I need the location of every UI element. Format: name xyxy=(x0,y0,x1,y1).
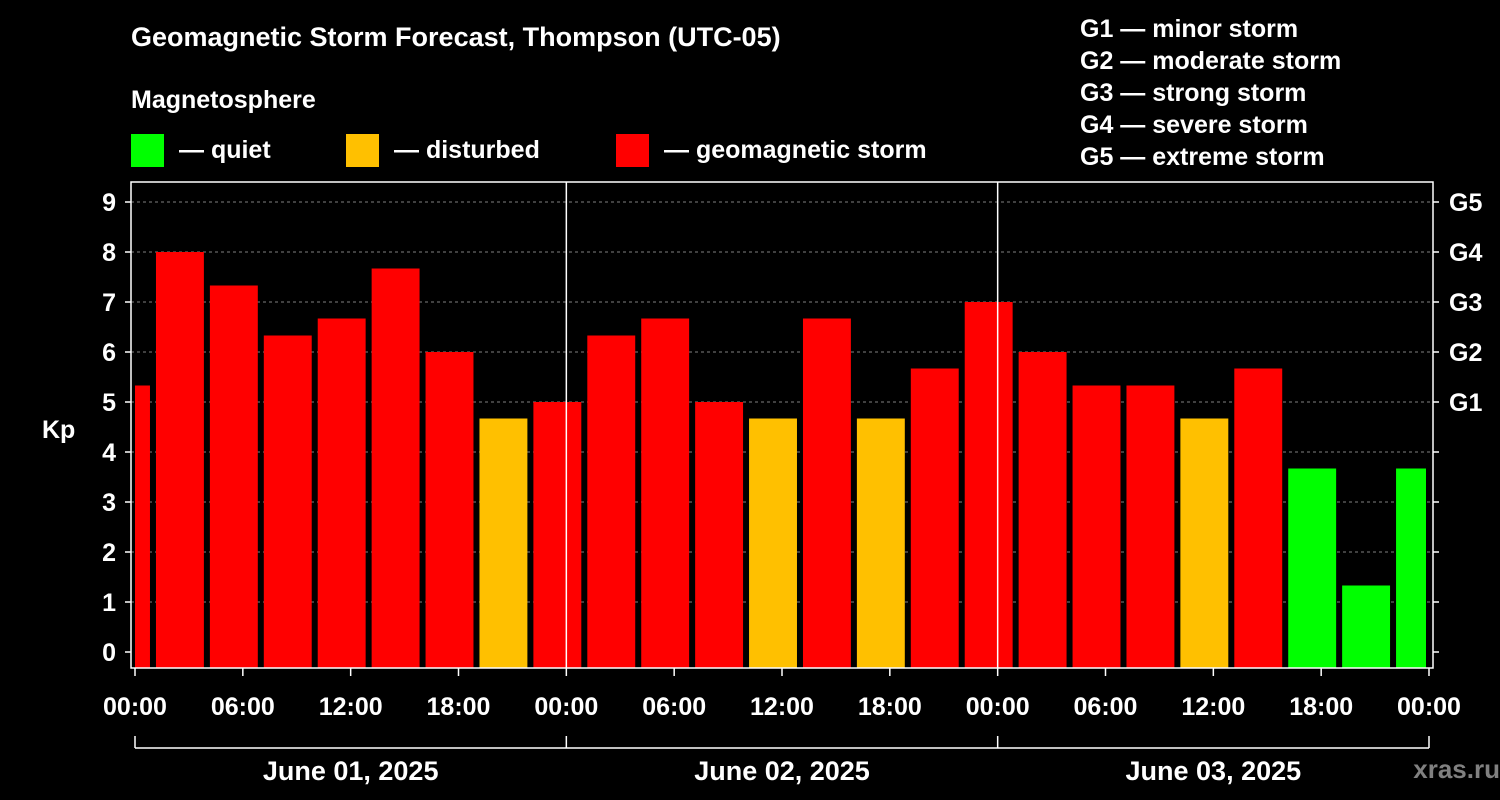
g-scale-g3: G3 — strong storm xyxy=(1080,79,1307,107)
y-tick-label: 2 xyxy=(102,539,116,567)
y-tick-label: 1 xyxy=(102,589,116,617)
g-scale-g2: G2 — moderate storm xyxy=(1080,47,1342,75)
y-tick-label: 8 xyxy=(102,239,116,267)
kp-bar xyxy=(802,318,851,668)
kp-bar xyxy=(1288,468,1337,668)
x-tick-label: 00:00 xyxy=(966,693,1030,721)
x-tick-label: 06:00 xyxy=(211,693,275,721)
day-label: June 01, 2025 xyxy=(263,756,439,786)
g-scale-g1: G1 — minor storm xyxy=(1080,15,1299,43)
x-tick-label: 06:00 xyxy=(1074,693,1138,721)
legend-swatch-disturbed xyxy=(346,133,379,167)
kp-bar xyxy=(1072,385,1121,668)
g-scale-g5: G5 — extreme storm xyxy=(1080,143,1325,171)
watermark: xras.ru xyxy=(1413,754,1500,784)
x-tick-label: 12:00 xyxy=(1181,693,1245,721)
g-scale-g4: G4 — severe storm xyxy=(1080,111,1308,139)
kp-bar xyxy=(695,402,744,668)
kp-bar xyxy=(425,352,474,668)
day-label: June 02, 2025 xyxy=(694,756,870,786)
kp-bar xyxy=(1234,368,1283,668)
kp-bar xyxy=(1396,468,1426,668)
y-tick-label: 5 xyxy=(102,389,116,417)
legend-item-quiet: — quiet xyxy=(131,133,271,167)
legend-label-quiet: — quiet xyxy=(179,135,271,164)
kp-bar xyxy=(317,318,366,668)
kp-bar xyxy=(964,302,1013,668)
kp-bar xyxy=(533,402,582,668)
y-tick-label: 4 xyxy=(102,439,116,467)
x-tick-label: 00:00 xyxy=(1397,693,1461,721)
kp-bar xyxy=(371,268,420,668)
legend-item-disturbed: — disturbed xyxy=(346,133,540,167)
x-tick-label: 18:00 xyxy=(858,693,922,721)
x-tick-label: 12:00 xyxy=(319,693,383,721)
kp-bar xyxy=(1342,585,1391,668)
kp-bar xyxy=(1180,418,1229,668)
y-tick-label: 7 xyxy=(102,289,116,317)
x-tick-label: 18:00 xyxy=(1289,693,1353,721)
y-tick-label: 9 xyxy=(102,189,116,217)
g-level-label: G1 xyxy=(1449,389,1482,417)
x-tick-label: 06:00 xyxy=(642,693,706,721)
x-tick-label: 00:00 xyxy=(534,693,598,721)
g-level-label: G2 xyxy=(1449,339,1482,367)
kp-bar xyxy=(263,335,312,668)
kp-bar xyxy=(749,418,797,668)
g-scale-legend: G1 — minor storm G2 — moderate storm G3 … xyxy=(1080,13,1341,173)
legend-item-storm: — geomagnetic storm xyxy=(616,133,927,167)
x-tick-label: 12:00 xyxy=(750,693,814,721)
g-level-label: G3 xyxy=(1449,289,1482,317)
y-axis-label: Kp xyxy=(42,416,75,444)
y-tick-label: 0 xyxy=(102,639,116,667)
legend-swatch-storm xyxy=(616,133,649,167)
x-tick-label: 18:00 xyxy=(427,693,491,721)
kp-bar xyxy=(479,418,528,668)
kp-bar xyxy=(587,335,636,668)
kp-bar xyxy=(856,418,905,668)
y-tick-label: 3 xyxy=(102,489,116,517)
g-level-label: G4 xyxy=(1449,239,1482,267)
kp-bar xyxy=(1018,352,1067,668)
kp-bar xyxy=(155,252,204,668)
x-tick-label: 00:00 xyxy=(103,693,167,721)
day-label: June 03, 2025 xyxy=(1126,756,1302,786)
kp-bar xyxy=(910,368,959,668)
chart-title: Geomagnetic Storm Forecast, Thompson (UT… xyxy=(131,22,781,52)
kp-bar xyxy=(135,385,150,668)
y-tick-label: 6 xyxy=(102,339,116,367)
kp-bar xyxy=(641,318,690,668)
g-level-label: G5 xyxy=(1449,189,1482,217)
kp-bar xyxy=(209,285,258,668)
kp-bar xyxy=(1126,385,1175,668)
legend-label-disturbed: — disturbed xyxy=(394,135,540,164)
legend-label-storm: — geomagnetic storm xyxy=(664,135,927,164)
legend-swatch-quiet xyxy=(131,133,164,167)
legend-title: Magnetosphere xyxy=(131,86,316,114)
